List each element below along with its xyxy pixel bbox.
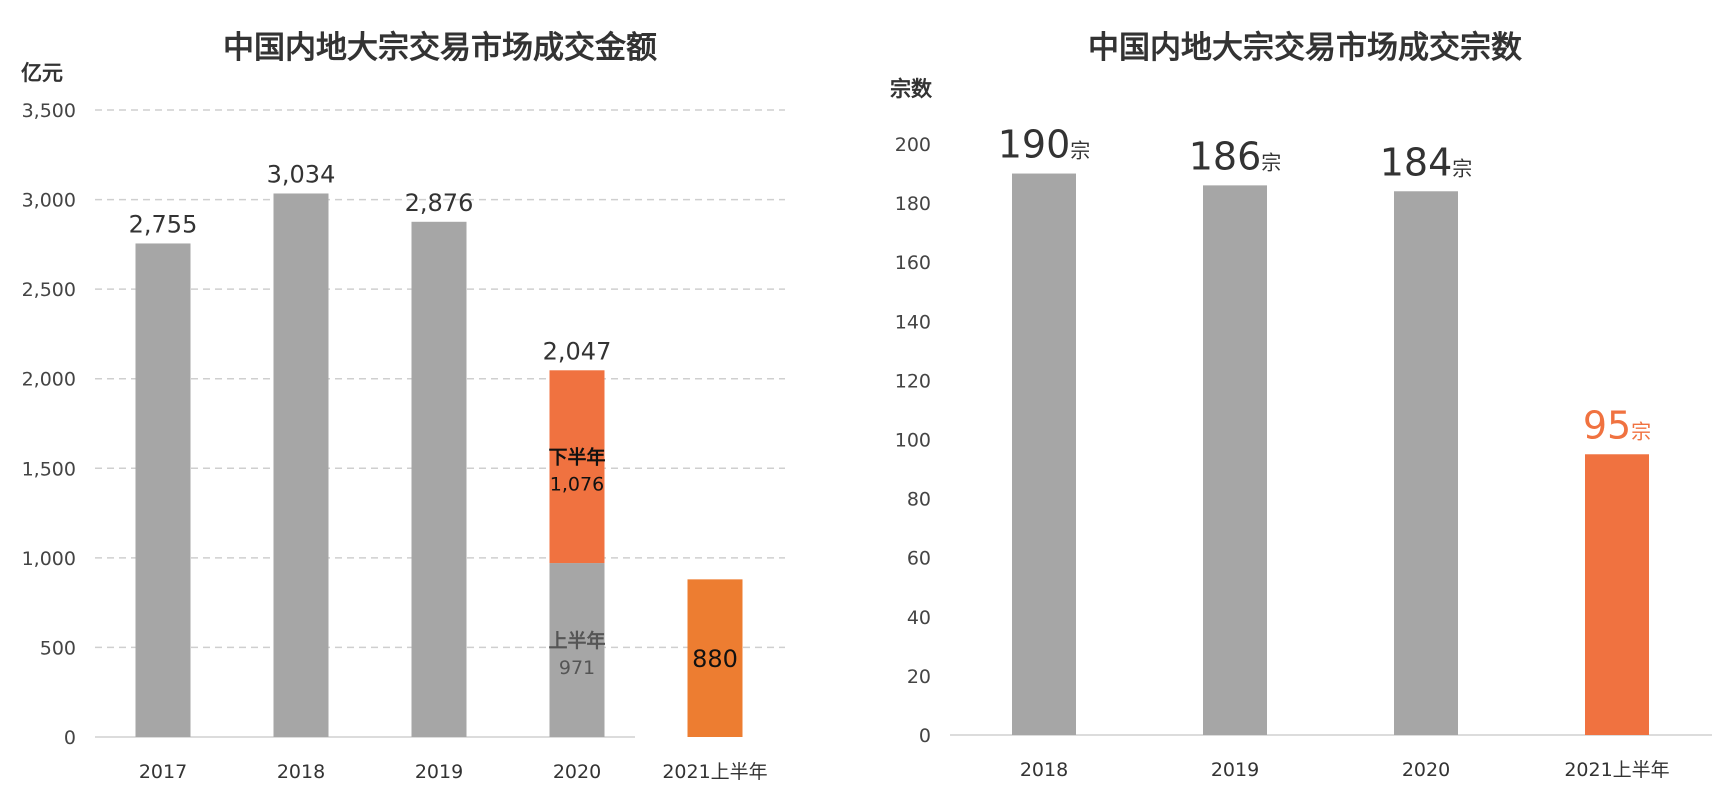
chart1-segment-name: 上半年 [548,629,605,652]
chart1-segment-value: 971 [559,657,595,679]
chart2-ytick-label: 200 [895,134,931,156]
chart1-xtick-label: 2020 [553,761,601,783]
chart2-data-unit: 宗 [1631,419,1651,443]
chart1-bar [273,193,329,737]
chart2-ylabel: 宗数 [890,77,933,101]
chart2-ytick-label: 120 [895,370,931,392]
chart2-xtick-label: 2019 [1211,759,1259,781]
chart1-segment-name: 下半年 [548,446,605,469]
chart2-ytick-label: 20 [907,666,931,688]
chart2-ytick-label: 40 [907,607,931,629]
chart2-data-label: 186宗 [1189,134,1282,178]
chart2-data-value: 95 [1583,403,1631,447]
chart1-ylabel: 亿元 [21,61,63,85]
chart2-data-label: 95宗 [1583,403,1651,447]
chart2-data-unit: 宗 [1070,139,1090,163]
chart2-data-label: 184宗 [1380,140,1473,184]
chart1-ytick-label: 2,500 [22,279,76,301]
chart2-xtick-label: 2021上半年 [1564,759,1669,781]
chart1-ytick-label: 500 [40,637,76,659]
chart2-ytick-label: 180 [895,193,931,215]
chart1-bar-segment [549,370,605,564]
chart1-data-label: 880 [692,645,738,673]
chart1-bar [411,221,467,737]
chart1-data-label: 2,047 [543,337,612,365]
chart1-bar [135,243,191,737]
chart1-data-label: 2,755 [129,210,198,238]
chart1-xtick-label: 2018 [277,761,325,783]
chart2-ytick-label: 140 [895,311,931,333]
chart2-ytick-label: 80 [907,489,931,511]
chart2-ytick-label: 160 [895,252,931,274]
chart1-data-label: 2,876 [405,189,474,217]
chart2-bar [1585,454,1649,735]
chart1-title: 中国内地大宗交易市场成交金额 [223,30,657,66]
chart1-ytick-label: 1,000 [22,548,76,570]
chart1-xtick-label: 2019 [415,761,463,783]
chart2-data-value: 186 [1189,134,1262,178]
chart2-ytick-label: 0 [919,725,931,747]
chart1-ytick-label: 0 [64,727,76,749]
chart2-data-unit: 宗 [1261,150,1281,174]
chart2-bar [1394,191,1458,735]
chart2-bar [1012,173,1076,736]
chart2-ytick-label: 100 [895,430,931,452]
chart1-xtick-label: 2017 [139,761,187,783]
chart2-data-label: 190宗 [998,123,1091,167]
chart2-data-value: 184 [1380,140,1453,184]
chart1-xtick-label: 2021上半年 [662,761,767,783]
chart1-bar [687,579,743,737]
chart2-xtick-label: 2020 [1402,759,1450,781]
chart1-ytick-label: 3,500 [22,100,76,122]
chart2-bar [1203,185,1267,735]
chart1-ytick-label: 1,500 [22,458,76,480]
chart2-data-value: 190 [998,123,1071,167]
chart2-xtick-label: 2018 [1020,759,1068,781]
chart1-bar-segment [549,563,605,737]
chart2-data-unit: 宗 [1452,156,1472,180]
chart2-ytick-label: 60 [907,548,931,570]
chart1-ytick-label: 2,000 [22,369,76,391]
chart2-title: 中国内地大宗交易市场成交宗数 [1088,30,1522,66]
chart1-data-label: 3,034 [267,160,336,188]
chart1-segment-value: 1,076 [550,474,604,496]
chart1-ytick-label: 3,000 [22,190,76,212]
